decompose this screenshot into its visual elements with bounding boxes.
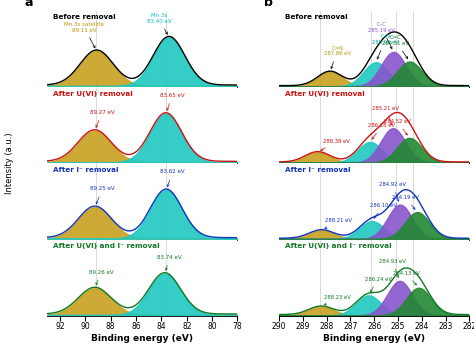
- Text: 89.25 eV: 89.25 eV: [90, 186, 115, 204]
- Text: C–N
285.93 eV: C–N 285.93 eV: [372, 34, 399, 59]
- Text: 83.62 eV: 83.62 eV: [160, 169, 185, 187]
- Text: Mn 3s
83.40 eV: Mn 3s 83.40 eV: [146, 13, 171, 34]
- Text: After U(VI) and I⁻ removal: After U(VI) and I⁻ removal: [53, 244, 160, 250]
- Text: Before removal: Before removal: [285, 15, 347, 21]
- Text: b: b: [264, 0, 273, 9]
- Text: Before removal: Before removal: [53, 15, 116, 21]
- Text: 83.65 eV: 83.65 eV: [160, 93, 184, 110]
- Text: After I⁻ removal: After I⁻ removal: [53, 167, 118, 173]
- Text: 288.21 eV: 288.21 eV: [325, 218, 352, 229]
- Text: After U(VI) removal: After U(VI) removal: [53, 91, 133, 97]
- Text: a: a: [25, 0, 33, 9]
- Text: 288.23 eV: 288.23 eV: [324, 295, 351, 305]
- Text: Intensity (a.u.): Intensity (a.u.): [5, 132, 14, 194]
- Text: Mn 3s satellite
89.11 eV: Mn 3s satellite 89.11 eV: [64, 22, 104, 48]
- Text: C=N
287.86 eV: C=N 287.86 eV: [324, 45, 351, 69]
- Text: After U(VI) and I⁻ removal: After U(VI) and I⁻ removal: [285, 244, 392, 250]
- Text: 285.21 eV: 285.21 eV: [373, 106, 400, 125]
- Text: 83.74 eV: 83.74 eV: [157, 255, 182, 270]
- X-axis label: Binding energy (eV): Binding energy (eV): [91, 334, 193, 343]
- Text: 286.10 eV: 286.10 eV: [370, 203, 397, 218]
- Text: 89.26 eV: 89.26 eV: [89, 270, 113, 285]
- Text: 288.38 eV: 288.38 eV: [321, 139, 350, 151]
- Text: 284.52 eV: 284.52 eV: [384, 119, 411, 135]
- Text: After I⁻ removal: After I⁻ removal: [285, 167, 350, 173]
- Text: 284.13 eV: 284.13 eV: [393, 271, 420, 285]
- Text: 89.27 eV: 89.27 eV: [90, 110, 115, 127]
- Text: 284.93 eV: 284.93 eV: [379, 259, 406, 278]
- Text: 286.18 eV: 286.18 eV: [368, 123, 395, 139]
- Text: 284.19 eV: 284.19 eV: [392, 195, 419, 209]
- Text: After U(VI) removal: After U(VI) removal: [285, 91, 365, 97]
- Text: 286.24 eV: 286.24 eV: [365, 277, 392, 292]
- X-axis label: Binding energy (eV): Binding energy (eV): [323, 334, 425, 343]
- Text: C–C
285.19 eV: C–C 285.19 eV: [368, 22, 395, 49]
- Text: C=C
284.51 eV: C=C 284.51 eV: [382, 35, 409, 59]
- Text: 284.92 eV: 284.92 eV: [379, 182, 406, 201]
